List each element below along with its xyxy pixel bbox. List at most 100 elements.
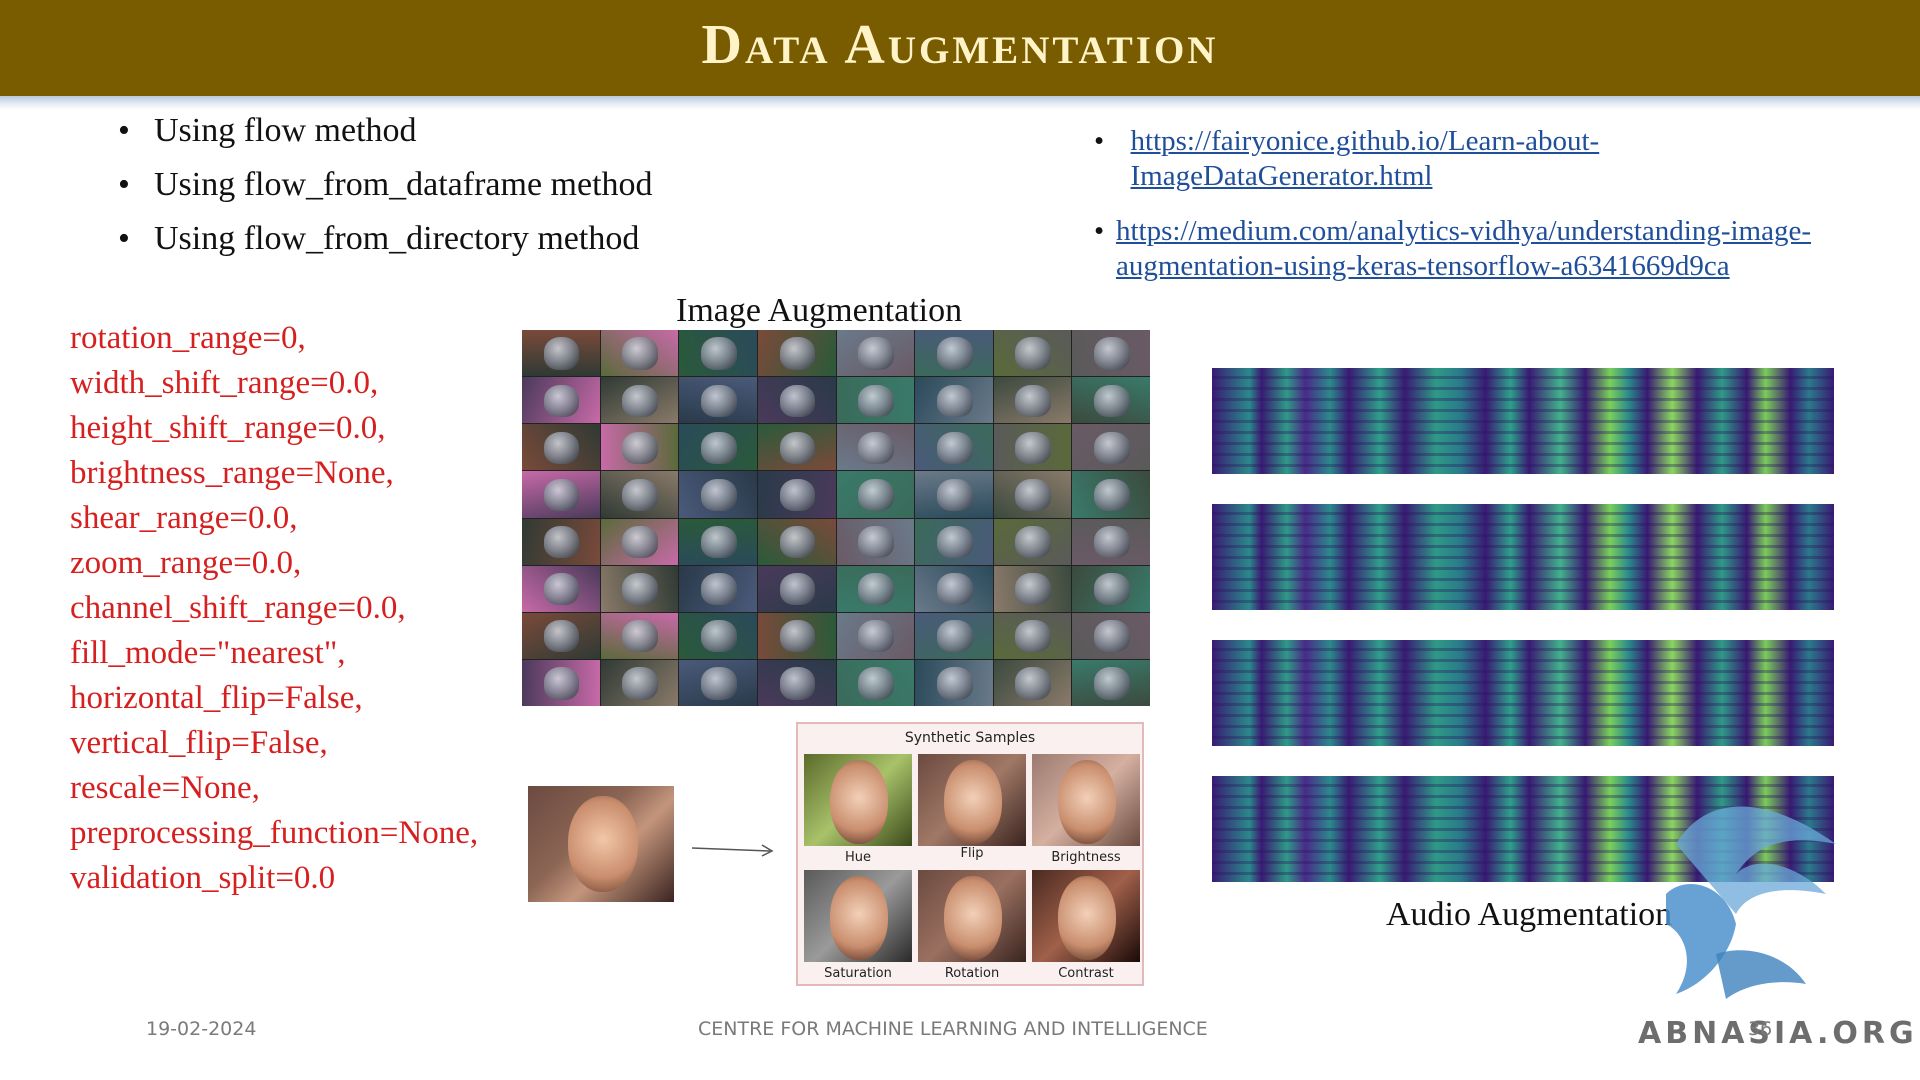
augmented-sample xyxy=(836,377,915,424)
augmented-sample xyxy=(1072,518,1150,565)
augmented-sample xyxy=(757,377,836,424)
augmented-sample xyxy=(993,330,1072,377)
augmented-sample xyxy=(1072,659,1150,706)
augmented-sample xyxy=(915,659,993,706)
page-number: 36 xyxy=(1748,1018,1773,1040)
sample-caption: Saturation xyxy=(824,966,892,981)
footer-org: CENTRE FOR MACHINE LEARNING AND INTELLIG… xyxy=(698,1018,1208,1040)
augmented-sample xyxy=(993,659,1072,706)
augmented-sample xyxy=(757,565,836,612)
augmented-sample xyxy=(993,424,1072,471)
arrow-right-icon xyxy=(691,844,774,857)
augmented-sample xyxy=(915,518,993,565)
reference-links: • https://fairyonice.github.io/Learn-abo… xyxy=(1094,124,1834,304)
param-line: vertical_flip=False, xyxy=(70,725,328,761)
param-line: preprocessing_function=None, xyxy=(70,815,479,851)
augmented-sample xyxy=(679,377,757,424)
augmented-sample xyxy=(915,612,993,659)
source-face-image xyxy=(528,786,674,902)
param-line: width_shift_range=0.0, xyxy=(70,365,379,401)
augmented-sample xyxy=(836,565,915,612)
augmented-sample xyxy=(1072,565,1150,612)
method-item: • Using flow_from_directory method xyxy=(118,220,640,257)
augmented-sample xyxy=(600,424,679,471)
spectrogram xyxy=(1212,368,1834,474)
image-augmentation-label: Image Augmentation xyxy=(676,292,963,329)
augmented-sample xyxy=(522,330,600,377)
augmented-sample xyxy=(993,471,1072,518)
param-line: channel_shift_range=0.0, xyxy=(70,590,406,626)
param-line: brightness_range=None, xyxy=(70,455,394,491)
title-bar-shadow xyxy=(0,96,1920,110)
param-line: shear_range=0.0, xyxy=(70,500,298,536)
augmented-sample xyxy=(522,377,600,424)
augmented-sample xyxy=(600,659,679,706)
augmented-sample xyxy=(757,424,836,471)
param-line: horizontal_flip=False, xyxy=(70,680,363,716)
augmented-sample xyxy=(679,612,757,659)
augmented-sample xyxy=(757,612,836,659)
augmented-sample xyxy=(522,424,600,471)
sample-caption: Flip xyxy=(960,846,984,861)
augmented-sample xyxy=(522,612,600,659)
sample-caption: Brightness xyxy=(1051,850,1121,865)
augmented-sample xyxy=(836,659,915,706)
augmented-sample xyxy=(600,612,679,659)
param-line: rescale=None, xyxy=(70,770,260,806)
synthetic-samples-title: Synthetic Samples xyxy=(904,730,1036,746)
augmented-sample xyxy=(836,518,915,565)
footer-date: 19-02-2024 xyxy=(146,1018,257,1040)
augmented-sample xyxy=(757,659,836,706)
spectrogram xyxy=(1212,640,1834,746)
augmented-sample xyxy=(993,612,1072,659)
reference-link-item: • https://fairyonice.github.io/Learn-abo… xyxy=(1094,124,1834,194)
augmented-sample xyxy=(679,659,757,706)
augmented-sample xyxy=(915,424,993,471)
augmented-sample xyxy=(522,565,600,612)
augmented-sample xyxy=(679,424,757,471)
sample-flip-image xyxy=(918,754,1026,846)
params-list: rotation_range=0, width_shift_range=0.0,… xyxy=(70,316,478,901)
augmented-sample xyxy=(600,565,679,612)
augmented-sample xyxy=(1072,612,1150,659)
augmented-sample xyxy=(522,659,600,706)
augmented-image-grid xyxy=(522,330,1150,706)
reference-link-item: • https://medium.com/analytics-vidhya/un… xyxy=(1094,214,1834,284)
augmented-sample xyxy=(915,330,993,377)
augmented-sample xyxy=(1072,424,1150,471)
sample-caption: Hue xyxy=(844,850,871,865)
augmented-sample xyxy=(915,565,993,612)
sample-rotation-image xyxy=(918,870,1026,962)
param-line: zoom_range=0.0, xyxy=(70,545,302,581)
augmented-sample xyxy=(757,518,836,565)
augmented-sample xyxy=(915,471,993,518)
title-bar: Data Augmentation xyxy=(0,0,1920,104)
link-fairyonice[interactable]: https://fairyonice.github.io/Learn-about… xyxy=(1130,125,1600,192)
method-item: • Using flow method xyxy=(118,112,417,149)
augmented-sample xyxy=(600,377,679,424)
augmented-sample xyxy=(993,518,1072,565)
audio-augmentation-label: Audio Augmentation xyxy=(1386,896,1673,933)
augmented-sample xyxy=(836,612,915,659)
augmented-sample xyxy=(757,471,836,518)
slide-title: Data Augmentation xyxy=(701,14,1219,76)
watermark-text: ABNASIA.ORG xyxy=(1638,1016,1918,1051)
synthetic-samples-panel: Synthetic Samples Hue Flip Brightness Sa… xyxy=(796,722,1144,986)
param-line: rotation_range=0, xyxy=(70,320,306,356)
sample-saturation-image xyxy=(804,870,912,962)
augmented-sample xyxy=(600,330,679,377)
augmented-sample xyxy=(836,424,915,471)
sample-caption: Contrast xyxy=(1058,966,1114,981)
augmented-sample xyxy=(993,377,1072,424)
link-medium[interactable]: https://medium.com/analytics-vidhya/unde… xyxy=(1115,215,1811,282)
param-line: validation_split=0.0 xyxy=(70,860,336,896)
sample-contrast-image xyxy=(1032,870,1140,962)
augmented-sample xyxy=(522,471,600,518)
augmented-sample xyxy=(1072,330,1150,377)
augmented-sample xyxy=(600,518,679,565)
spectrogram xyxy=(1212,504,1834,610)
sample-brightness-image xyxy=(1032,754,1140,846)
param-line: fill_mode="nearest", xyxy=(70,635,346,671)
method-list: • Using flow method • Using flow_from_data… xyxy=(118,112,653,274)
augmented-sample xyxy=(1072,377,1150,424)
